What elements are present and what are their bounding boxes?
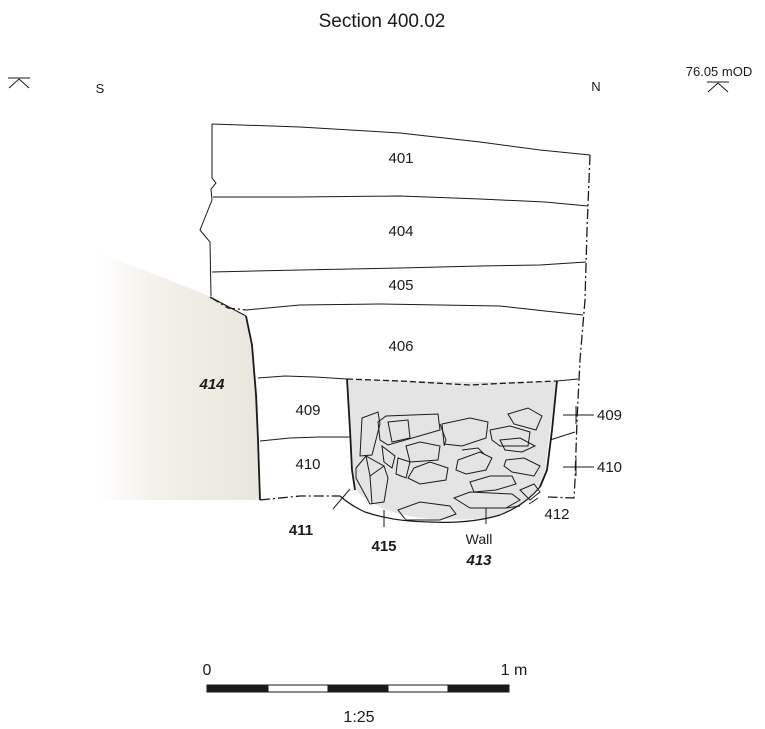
- wall-cut-south: [346, 378, 356, 491]
- context-410-right-label: 410: [597, 459, 622, 476]
- limit-line-south-step: [209, 296, 247, 311]
- context-414-fill: [98, 252, 260, 500]
- section-title: Section 400.02: [319, 11, 446, 32]
- scale-start-label: 0: [203, 662, 212, 679]
- context-401-label: 401: [388, 150, 413, 167]
- wall-base-415: [339, 486, 541, 523]
- context-406-label: 406: [388, 338, 413, 355]
- context-405-label: 405: [388, 277, 413, 294]
- wall-stones: [355, 407, 543, 521]
- context-415-label: 415: [371, 538, 396, 555]
- context-413-label: 413: [465, 552, 492, 569]
- south-label: S: [96, 81, 105, 96]
- datum-level-label: 76.05 mOD: [686, 64, 752, 79]
- limit-line-base: [259, 495, 340, 501]
- scale-bar: [206, 684, 510, 693]
- wall-fill: [347, 379, 557, 520]
- boundary-406-409-left: [257, 375, 348, 380]
- callout-411-leader: [332, 488, 351, 510]
- boundary-409-410-right: [549, 431, 576, 441]
- ground-surface-line: [211, 123, 591, 156]
- context-404-label: 404: [388, 223, 413, 240]
- cut-411-south-edge: [245, 315, 261, 501]
- boundary-404-405: [211, 261, 587, 273]
- wall-label: Wall: [466, 531, 493, 547]
- limit-line-north: [547, 154, 591, 499]
- scale-end-label: 1 m: [501, 662, 528, 679]
- boundary-405-406: [245, 303, 584, 316]
- north-label: N: [591, 79, 600, 94]
- context-409-right-label: 409: [597, 407, 622, 424]
- context-412-label: 412: [544, 506, 569, 523]
- boundary-409-410-left: [259, 436, 350, 442]
- scale-ratio-label: 1:25: [343, 709, 374, 726]
- context-410-left-label: 410: [295, 456, 320, 473]
- boundary-401-404: [213, 195, 589, 207]
- context-409-left-label: 409: [295, 402, 320, 419]
- datum-marker-left: [8, 77, 30, 89]
- south-edge-upper: [199, 124, 217, 297]
- wall-cut-north: [539, 380, 558, 488]
- callout-412-leader: [528, 497, 539, 505]
- datum-marker-right: [707, 81, 729, 93]
- boundary-406-409-right: [556, 378, 579, 382]
- context-414-label: 414: [198, 376, 225, 393]
- context-411-label: 411: [289, 522, 313, 539]
